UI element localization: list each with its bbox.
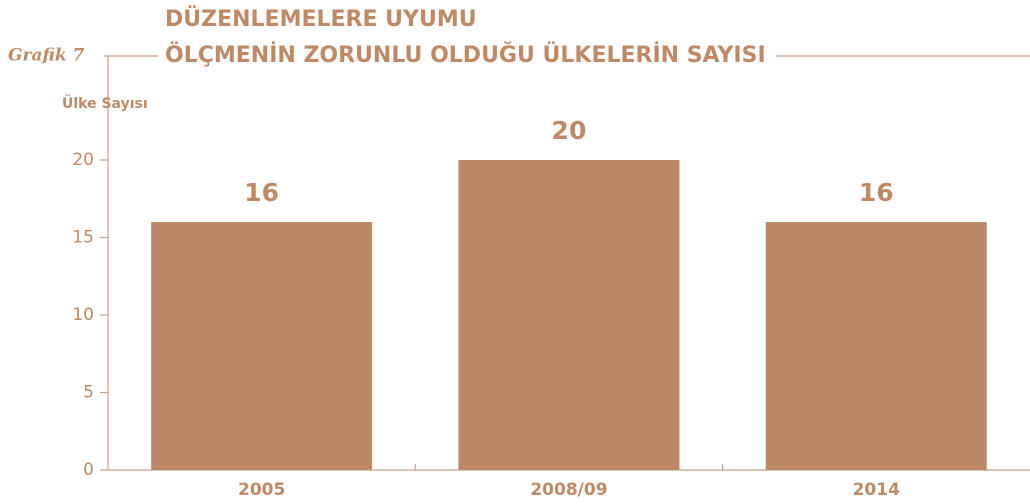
- y-tick-label: 10: [72, 305, 94, 325]
- chart-title: DÜZENLEMELERE UYUMU: [165, 6, 477, 32]
- bar: [765, 222, 987, 470]
- y-tick-label: 15: [72, 228, 94, 248]
- x-tick-label: 2014: [853, 480, 900, 500]
- x-tick-label: 2005: [238, 480, 285, 500]
- figure-label: Grafik 7: [8, 46, 85, 66]
- bar: [458, 160, 680, 470]
- y-tick-label: 20: [72, 150, 94, 170]
- y-axis-label: Ülke Sayısı: [62, 94, 148, 112]
- data-label: 16: [859, 178, 894, 207]
- y-tick-label: 5: [83, 383, 94, 403]
- bar: [151, 222, 373, 470]
- y-tick-label: 0: [83, 460, 94, 480]
- data-label: 20: [552, 116, 587, 145]
- x-tick-label: 2008/09: [530, 480, 607, 500]
- data-label: 16: [244, 178, 279, 207]
- chart-title: ÖLÇMENİN ZORUNLU OLDUĞU ÜLKELERİN SAYISI: [165, 42, 766, 68]
